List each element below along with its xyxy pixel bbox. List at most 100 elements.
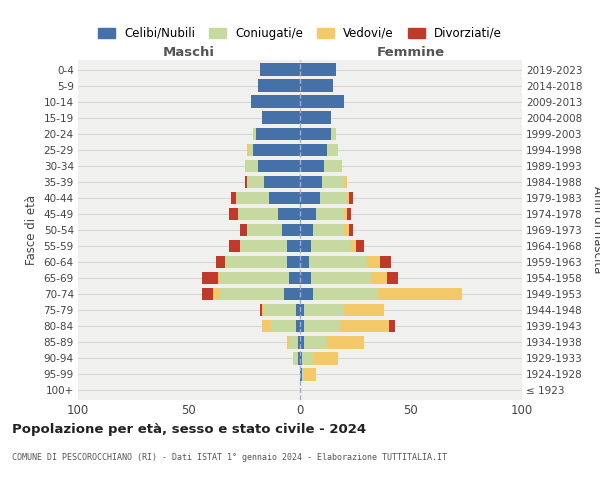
Bar xyxy=(311,240,351,252)
Bar xyxy=(262,304,265,316)
Bar xyxy=(260,304,262,316)
Bar xyxy=(331,128,335,140)
Bar xyxy=(351,240,356,252)
Bar xyxy=(325,160,342,172)
Bar xyxy=(313,352,338,364)
Bar xyxy=(245,160,258,172)
Bar xyxy=(247,144,249,156)
Bar xyxy=(326,336,364,348)
Bar xyxy=(344,304,385,316)
Bar xyxy=(289,272,300,284)
Bar xyxy=(253,144,300,156)
Bar xyxy=(278,208,300,220)
Bar xyxy=(313,224,344,236)
Bar xyxy=(214,288,220,300)
Text: COMUNE DI PESCOROCCHIANO (RI) - Dati ISTAT 1° gennaio 2024 - Elaborazione TUTTIT: COMUNE DI PESCOROCCHIANO (RI) - Dati IST… xyxy=(12,452,447,462)
Bar xyxy=(304,320,340,332)
Bar xyxy=(326,144,338,156)
Bar xyxy=(262,320,271,332)
Bar xyxy=(304,368,316,380)
Bar xyxy=(344,176,347,188)
Bar xyxy=(218,272,220,284)
Bar xyxy=(300,320,304,332)
Bar xyxy=(229,208,238,220)
Bar xyxy=(300,64,335,76)
Bar xyxy=(298,336,300,348)
Bar xyxy=(300,256,309,268)
Bar xyxy=(311,272,371,284)
Bar xyxy=(300,272,311,284)
Bar xyxy=(300,192,320,204)
Bar xyxy=(300,144,326,156)
Bar xyxy=(344,208,347,220)
Bar xyxy=(320,192,347,204)
Y-axis label: Anni di nascita: Anni di nascita xyxy=(591,186,600,274)
Bar xyxy=(300,352,302,364)
Bar xyxy=(265,304,296,316)
Bar xyxy=(302,352,313,364)
Bar xyxy=(224,256,287,268)
Bar xyxy=(300,304,304,316)
Bar xyxy=(300,176,322,188)
Bar xyxy=(215,256,224,268)
Bar xyxy=(240,224,247,236)
Bar xyxy=(265,176,300,188)
Text: Femmine: Femmine xyxy=(377,46,445,59)
Y-axis label: Fasce di età: Fasce di età xyxy=(25,195,38,265)
Bar xyxy=(262,112,300,124)
Bar xyxy=(258,160,300,172)
Bar xyxy=(282,224,300,236)
Bar xyxy=(300,224,313,236)
Bar xyxy=(289,336,298,348)
Bar xyxy=(347,192,349,204)
Bar xyxy=(287,240,300,252)
Bar xyxy=(356,240,364,252)
Bar xyxy=(247,224,282,236)
Bar xyxy=(260,64,300,76)
Bar xyxy=(300,368,302,380)
Bar xyxy=(300,80,334,92)
Bar xyxy=(247,176,265,188)
Bar xyxy=(300,160,325,172)
Bar xyxy=(258,80,300,92)
Bar xyxy=(300,336,304,348)
Bar xyxy=(371,272,386,284)
Bar xyxy=(300,240,311,252)
Bar xyxy=(340,320,389,332)
Bar xyxy=(300,208,316,220)
Bar xyxy=(347,208,351,220)
Bar xyxy=(389,320,395,332)
Bar xyxy=(249,144,253,156)
Bar xyxy=(269,192,300,204)
Bar xyxy=(220,272,289,284)
Text: Maschi: Maschi xyxy=(163,46,215,59)
Bar xyxy=(229,240,240,252)
Bar xyxy=(240,240,287,252)
Bar xyxy=(300,288,313,300)
Text: Popolazione per età, sesso e stato civile - 2024: Popolazione per età, sesso e stato civil… xyxy=(12,422,366,436)
Bar xyxy=(304,304,344,316)
Bar xyxy=(251,96,300,108)
Bar xyxy=(236,192,269,204)
Bar xyxy=(202,272,218,284)
Bar xyxy=(300,128,331,140)
Bar xyxy=(316,208,344,220)
Bar xyxy=(300,96,344,108)
Bar xyxy=(386,272,398,284)
Bar xyxy=(238,208,278,220)
Bar xyxy=(287,336,289,348)
Bar xyxy=(349,224,353,236)
Bar xyxy=(322,176,344,188)
Bar xyxy=(202,288,214,300)
Bar xyxy=(293,352,298,364)
Bar xyxy=(271,320,296,332)
Bar xyxy=(253,128,256,140)
Bar xyxy=(313,288,378,300)
Bar xyxy=(256,128,300,140)
Bar xyxy=(220,288,284,300)
Bar xyxy=(302,368,304,380)
Bar xyxy=(245,176,247,188)
Bar xyxy=(367,256,380,268)
Legend: Celibi/Nubili, Coniugati/e, Vedovi/e, Divorziati/e: Celibi/Nubili, Coniugati/e, Vedovi/e, Di… xyxy=(98,27,502,40)
Bar xyxy=(344,224,349,236)
